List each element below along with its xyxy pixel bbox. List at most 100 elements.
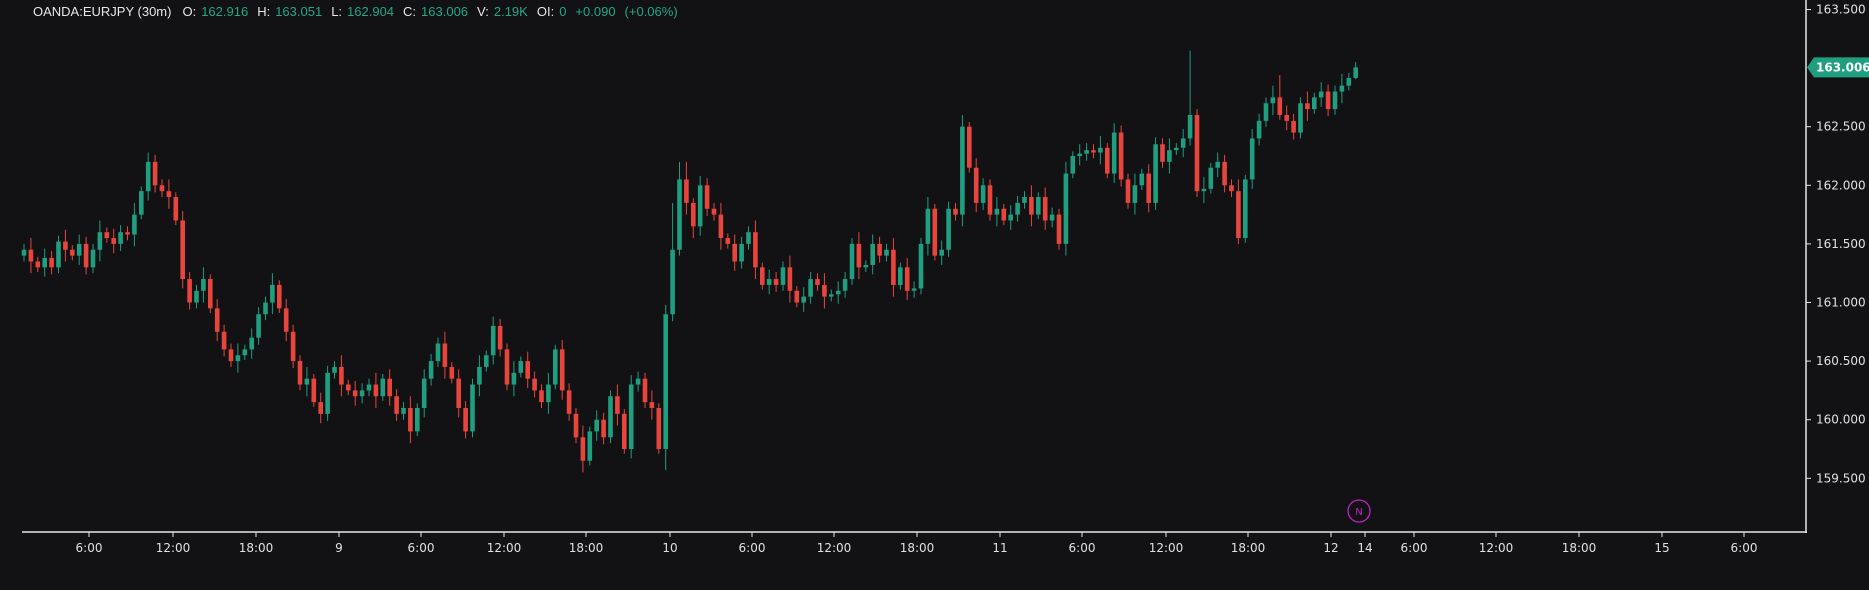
- candle: [449, 362, 455, 384]
- candle-body: [863, 264, 869, 268]
- candle: [918, 238, 924, 295]
- candle-body: [704, 185, 710, 209]
- candle: [1201, 177, 1207, 203]
- candle-body: [380, 378, 386, 397]
- time-tick-label: 6:00: [1731, 541, 1758, 555]
- candle-body: [635, 378, 641, 385]
- candle: [801, 287, 806, 312]
- news-marker[interactable]: N: [1347, 499, 1371, 523]
- candle-body: [766, 279, 772, 285]
- news-marker-icon[interactable]: [1347, 499, 1371, 523]
- low-label: L:: [331, 4, 343, 19]
- candle: [490, 316, 496, 365]
- candle: [401, 402, 406, 420]
- candle: [822, 273, 827, 309]
- candle: [470, 378, 475, 438]
- candle-body: [311, 378, 317, 403]
- candle-body: [656, 407, 662, 449]
- candle: [1236, 179, 1241, 244]
- candle: [787, 255, 793, 303]
- candle-body: [1146, 173, 1151, 203]
- candle-body: [1339, 85, 1345, 92]
- candle: [1049, 207, 1055, 228]
- candle: [1029, 185, 1034, 227]
- price-tick-label: 163.500: [1816, 3, 1866, 17]
- change-percent: (+0.06%): [624, 4, 678, 19]
- candle: [76, 234, 82, 265]
- candle-body: [83, 243, 89, 268]
- candle: [83, 236, 89, 275]
- candle-body: [960, 126, 965, 215]
- candle-body: [1236, 191, 1241, 239]
- volume-label: V:: [477, 4, 489, 19]
- candle: [1332, 85, 1338, 115]
- time-tick-label: 6:00: [1069, 541, 1096, 555]
- candle-body: [932, 208, 938, 256]
- candle-body: [1284, 114, 1289, 121]
- time-tick-label: 18:00: [239, 541, 274, 555]
- candle-body: [594, 419, 599, 432]
- candle: [42, 248, 47, 277]
- candle-body: [925, 208, 931, 244]
- candle-body: [946, 208, 951, 250]
- candle-body: [1001, 208, 1007, 221]
- candle-body: [1091, 150, 1096, 153]
- candle-body: [484, 355, 489, 367]
- candle-body: [76, 243, 82, 256]
- candle-body: [90, 249, 96, 268]
- candle: [180, 211, 185, 289]
- candle: [1022, 191, 1027, 209]
- candle: [946, 201, 951, 257]
- candle-body: [691, 202, 696, 227]
- candle: [297, 355, 303, 391]
- candle: [711, 202, 717, 221]
- candle-body: [270, 284, 275, 303]
- candle-body: [1118, 132, 1124, 180]
- candle-body: [587, 431, 593, 461]
- candle-body: [918, 243, 924, 289]
- candle-body: [1167, 150, 1172, 162]
- candle-body: [1243, 179, 1248, 239]
- candle-body: [1187, 114, 1193, 139]
- candle: [1174, 143, 1179, 155]
- candle-body: [780, 267, 786, 285]
- candle-body: [1008, 214, 1013, 221]
- high-label: H:: [257, 4, 271, 19]
- candle-body: [739, 243, 744, 262]
- candle: [829, 289, 834, 302]
- candle: [553, 344, 558, 390]
- candle-body: [670, 249, 675, 315]
- candle: [794, 286, 800, 308]
- candle-body: [808, 279, 813, 297]
- price-axis[interactable]: 163.500 162.500 162.000 161.500 161.000 160.5…: [1806, 3, 1866, 486]
- candle-body: [1263, 103, 1269, 121]
- candle: [290, 324, 296, 369]
- candle-body: [180, 220, 185, 280]
- candle: [1346, 72, 1352, 91]
- candle-body: [1194, 114, 1200, 192]
- candle-body: [898, 267, 903, 285]
- candle: [318, 392, 323, 424]
- ohlc-legend: OANDA:EURJPY (30m) O: 162.916 H: 163.051 L…: [33, 4, 682, 19]
- time-axis[interactable]: 6:00 12:00 18:00 9 6:00 12:00 18:00 10 6:00 12:00…: [76, 532, 1758, 555]
- candle-body: [566, 390, 572, 414]
- candle-body: [884, 249, 889, 256]
- symbol-label[interactable]: OANDA:EURJPY (30m): [33, 4, 172, 19]
- candle: [760, 262, 765, 290]
- candle-body: [856, 243, 862, 268]
- candle-body: [1208, 167, 1214, 189]
- candle-body: [290, 331, 296, 362]
- candle-body: [753, 232, 758, 268]
- candle: [1194, 109, 1200, 198]
- candle: [635, 371, 641, 392]
- candle-body: [849, 243, 855, 280]
- oi-value: 0: [559, 4, 567, 19]
- candle-body: [339, 366, 344, 385]
- candle-body: [1298, 103, 1303, 133]
- candle: [1222, 154, 1227, 193]
- candle: [1063, 161, 1069, 256]
- volume-value: 2.19K: [493, 4, 528, 19]
- candle: [967, 122, 972, 173]
